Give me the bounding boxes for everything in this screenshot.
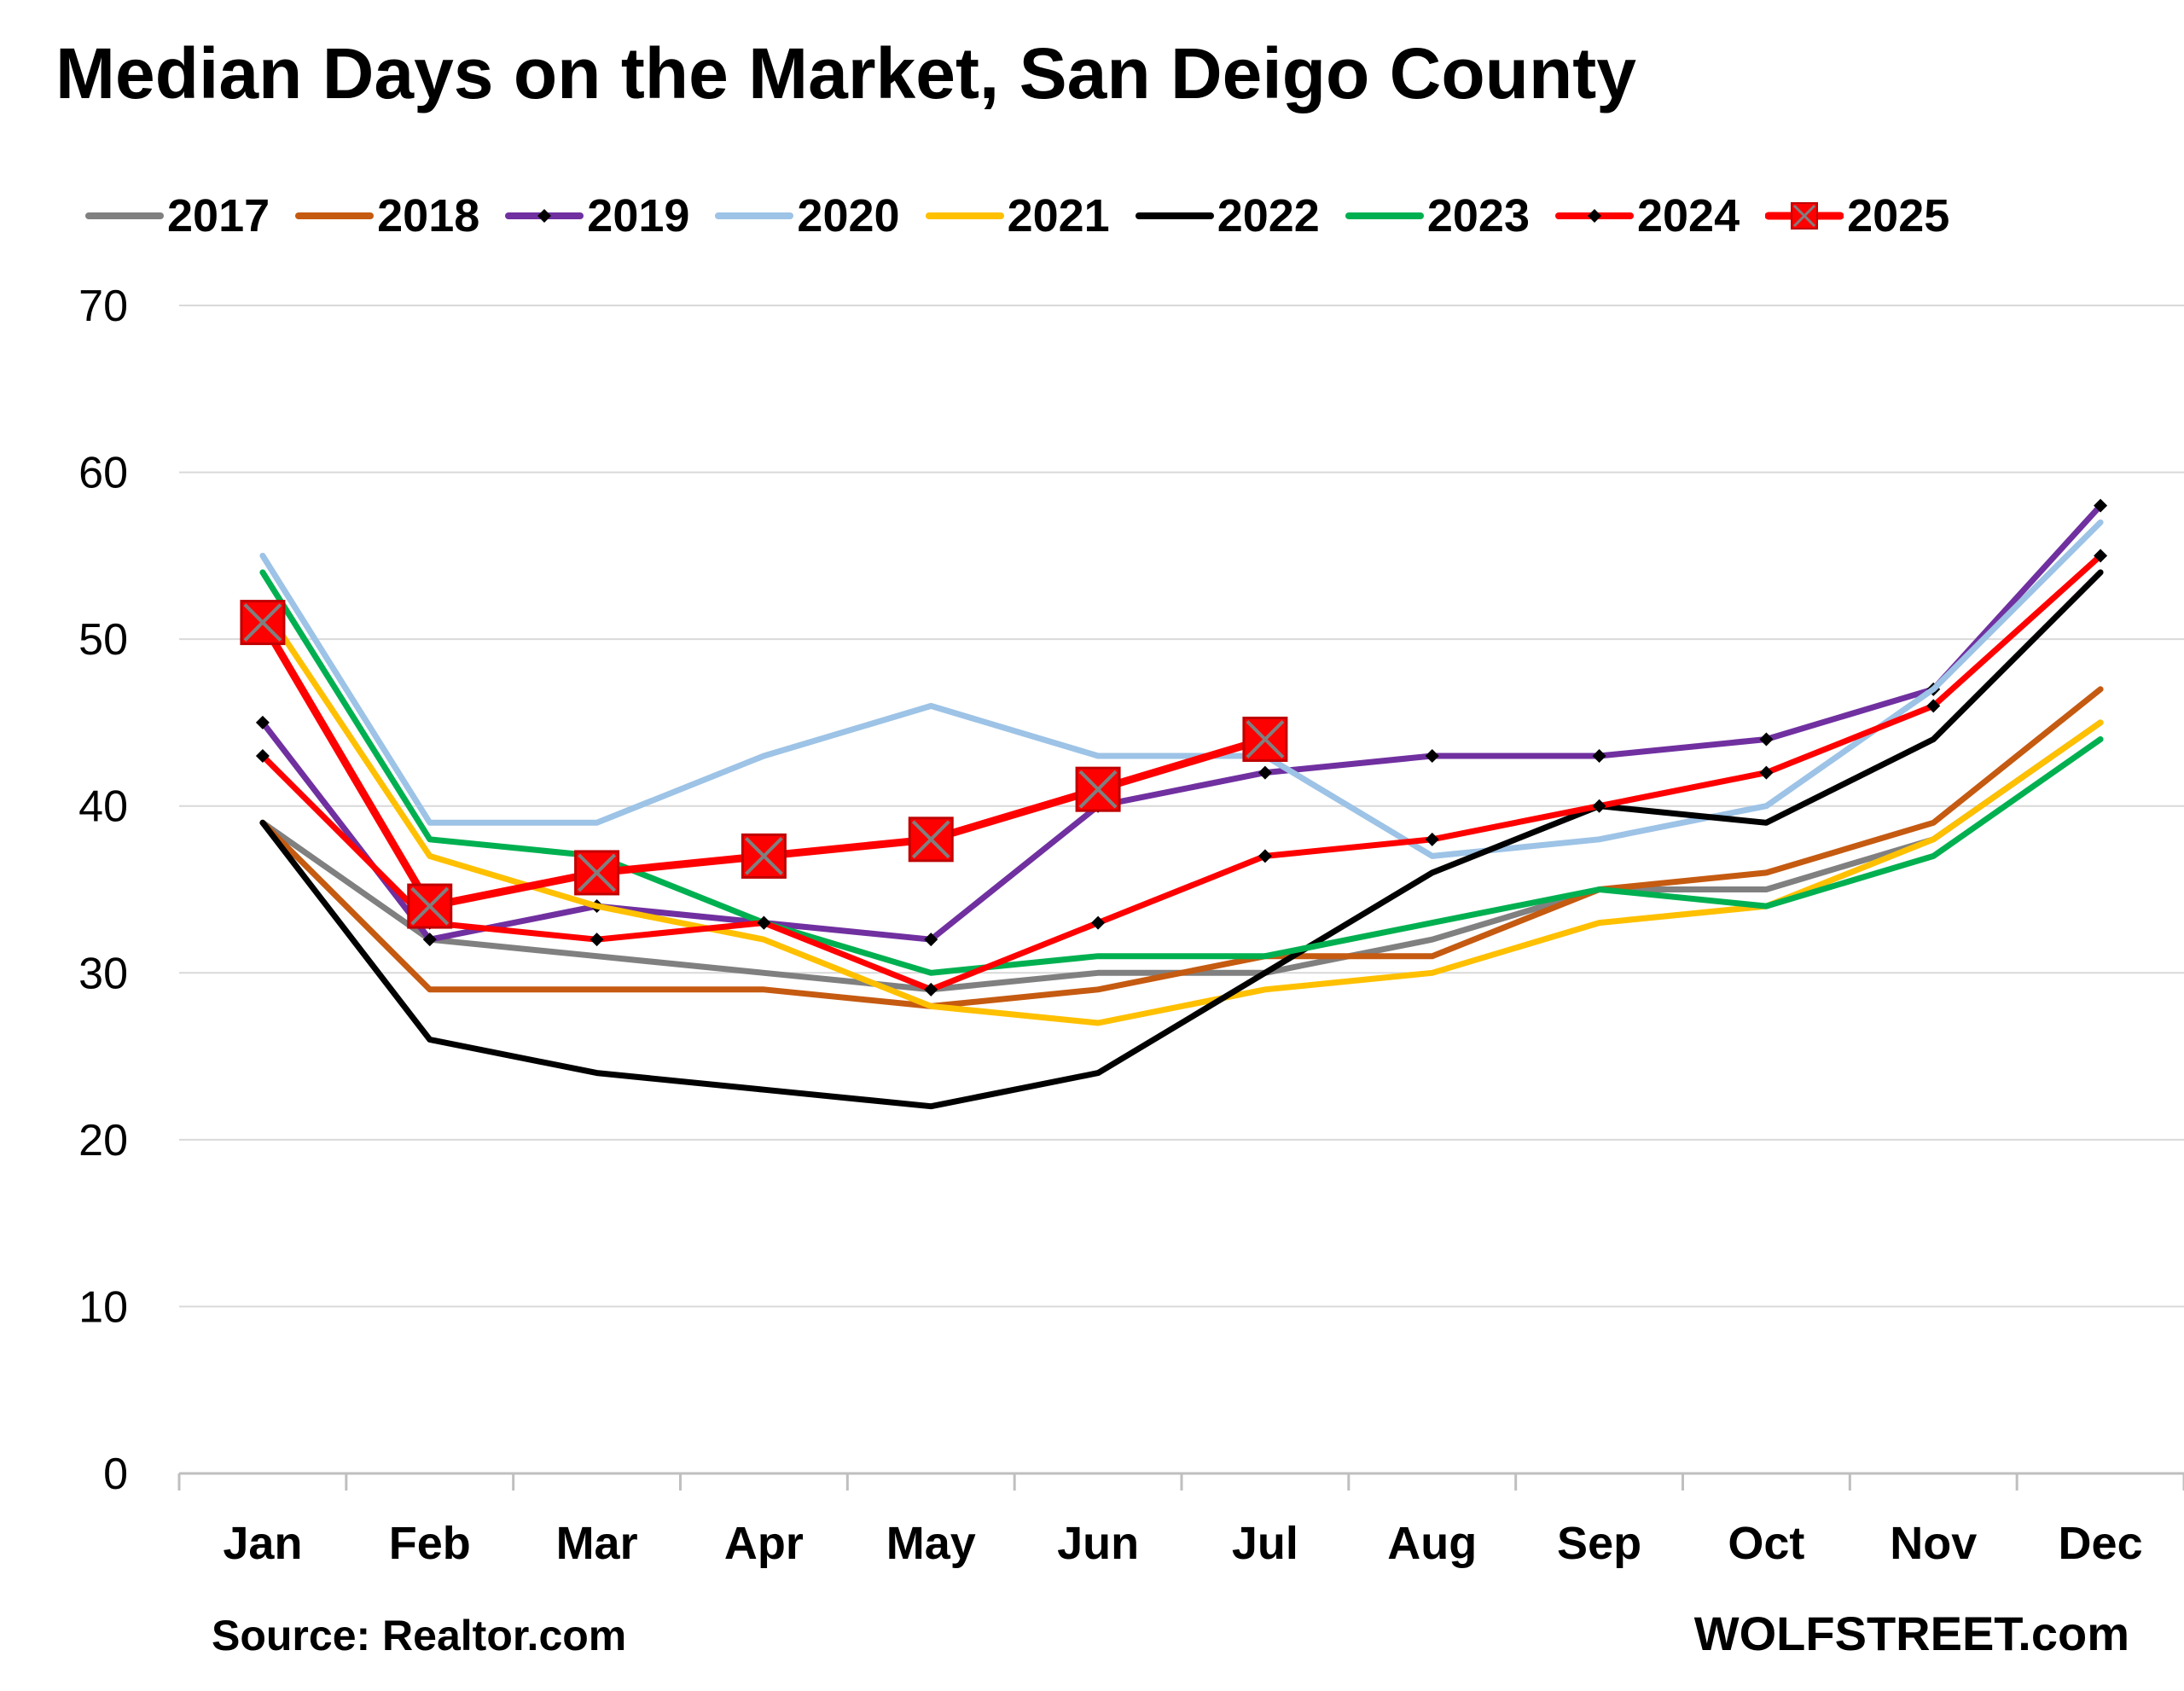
point-2019-Feb bbox=[422, 933, 437, 947]
point-2024-Mar bbox=[590, 933, 604, 947]
y-tick-label: 60 bbox=[78, 449, 128, 498]
brand-logo-text: WOLFSTREET.com bbox=[1693, 1607, 2129, 1660]
point-2024-Aug bbox=[1425, 832, 1439, 846]
legend-label: 2023 bbox=[1426, 189, 1530, 241]
legend-item-2023: 2023 bbox=[1345, 189, 1530, 242]
legend-item-2024: 2024 bbox=[1554, 189, 1740, 242]
point-2025-May bbox=[908, 816, 954, 863]
legend-swatch-2021 bbox=[925, 212, 1004, 219]
x-tick-label: Apr bbox=[724, 1518, 804, 1569]
point-2019-Oct bbox=[1759, 732, 1774, 747]
point-2024-Sep bbox=[1592, 799, 1606, 813]
legend-swatch-2020 bbox=[715, 212, 794, 219]
y-tick-label: 0 bbox=[103, 1450, 128, 1499]
legend-swatch-2022 bbox=[1135, 212, 1214, 219]
legend-label: 2020 bbox=[797, 189, 900, 241]
legend-swatch-2017 bbox=[85, 212, 164, 219]
y-tick-label: 10 bbox=[78, 1282, 128, 1332]
legend-label: 2021 bbox=[1007, 189, 1110, 241]
legend-label: 2022 bbox=[1217, 189, 1320, 241]
series-line-2022 bbox=[259, 569, 2104, 1110]
point-2025-Jun bbox=[1075, 766, 1121, 812]
y-tick-label: 20 bbox=[78, 1116, 128, 1165]
series-line-2019 bbox=[259, 503, 2104, 943]
legend-swatch-2018 bbox=[295, 212, 375, 219]
legend-label: 2017 bbox=[167, 189, 270, 241]
x-tick-label: Feb bbox=[389, 1518, 471, 1569]
point-2024-Jan bbox=[255, 749, 270, 764]
legend-label: 2024 bbox=[1636, 189, 1740, 241]
point-2019-Jan bbox=[255, 715, 270, 729]
legend-item-2017: 2017 bbox=[85, 189, 270, 242]
y-tick-label: 70 bbox=[78, 282, 128, 331]
point-2019-Aug bbox=[1425, 749, 1439, 764]
series-line-2023 bbox=[259, 569, 2104, 976]
point-2024-May bbox=[924, 982, 938, 997]
legend-swatch-2019 bbox=[505, 208, 584, 223]
series-line-2018 bbox=[259, 686, 2104, 1009]
point-2024-Nov bbox=[1926, 699, 1941, 713]
y-tick-label: 40 bbox=[78, 782, 128, 832]
x-tick-label: Mar bbox=[556, 1518, 638, 1569]
x-tick-label: Jun bbox=[1057, 1518, 1139, 1569]
legend-label: 2018 bbox=[377, 189, 480, 241]
point-2024-Jun bbox=[1091, 915, 1106, 930]
point-2019-Dec bbox=[2094, 498, 2108, 513]
point-2019-Jul bbox=[1258, 765, 1272, 780]
legend-item-2025: 2025 bbox=[1765, 189, 1949, 242]
legend-item-2020: 2020 bbox=[715, 189, 900, 242]
point-2019-May bbox=[924, 933, 938, 947]
x-tick-label: Dec bbox=[2059, 1518, 2143, 1569]
x-tick-label: Jan bbox=[223, 1518, 302, 1569]
x-tick-label: Aug bbox=[1387, 1518, 1477, 1569]
x-tick-label: Oct bbox=[1728, 1518, 1804, 1569]
point-2025-Apr bbox=[741, 833, 787, 879]
point-2024-Jul bbox=[1258, 849, 1272, 863]
chart-title: Median Days on the Market, San Deigo Cou… bbox=[55, 33, 1636, 113]
point-2025-Jul bbox=[1242, 716, 1288, 762]
series-line-2020 bbox=[259, 519, 2104, 859]
legend-label: 2019 bbox=[587, 189, 690, 241]
point-2025-Feb bbox=[407, 883, 453, 929]
point-2024-Dec bbox=[2094, 549, 2108, 563]
series-line-2021 bbox=[259, 602, 2104, 1026]
point-2019-Sep bbox=[1592, 749, 1606, 764]
legend-item-2019: 2019 bbox=[505, 189, 689, 242]
point-2024-Oct bbox=[1759, 765, 1774, 780]
legend-item-2022: 2022 bbox=[1135, 189, 1320, 242]
legend-swatch-2025 bbox=[1765, 201, 1844, 230]
legend-swatch-2024 bbox=[1554, 208, 1634, 223]
x-tick-label: Sep bbox=[1557, 1518, 1641, 1569]
point-2025-Mar bbox=[574, 850, 620, 896]
source-note: Source: Realtor.com bbox=[212, 1612, 627, 1659]
legend-label: 2025 bbox=[1847, 189, 1950, 241]
legend-swatch-2023 bbox=[1345, 212, 1424, 219]
x-tick-label: May bbox=[886, 1518, 976, 1569]
x-tick-label: Nov bbox=[1890, 1518, 1977, 1569]
y-tick-label: 50 bbox=[78, 615, 128, 665]
line-chart: 0 10 20 30 40 50 60 70 Jan Feb Mar Apr May Jun Jul Aug S… bbox=[78, 282, 2184, 1569]
x-tick-label: Jul bbox=[1232, 1518, 1298, 1569]
chart-legend: 2017 2018 2019 2020 2021 2022 2023 2024 2025 bbox=[85, 183, 2150, 247]
point-2024-Apr bbox=[757, 915, 771, 930]
legend-item-2021: 2021 bbox=[925, 189, 1110, 242]
y-tick-label: 30 bbox=[78, 949, 128, 998]
legend-item-2018: 2018 bbox=[295, 189, 479, 242]
series-line-2024 bbox=[259, 552, 2104, 993]
point-2025-Jan bbox=[240, 600, 286, 646]
